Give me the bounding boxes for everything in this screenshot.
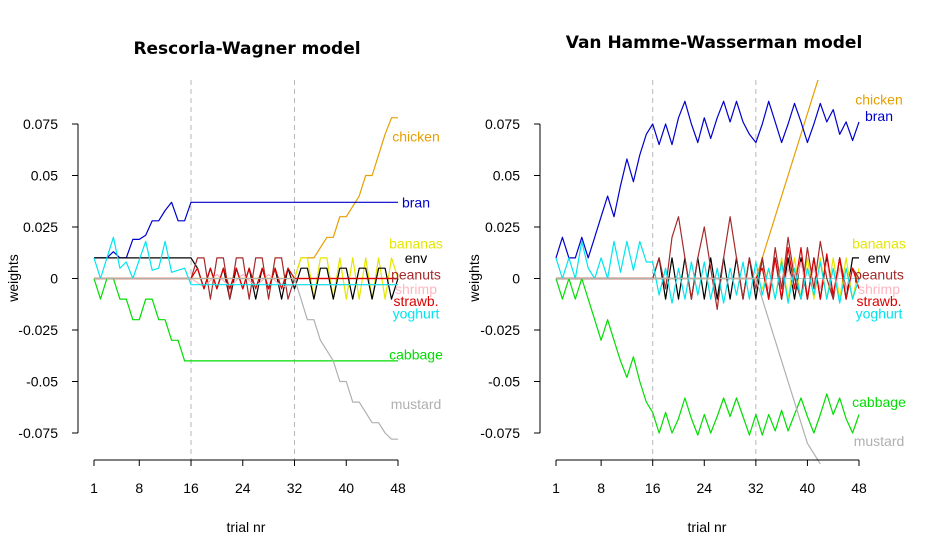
series-line-shrimp bbox=[556, 261, 860, 296]
series-label-bananas: bananas bbox=[389, 235, 443, 251]
series-label-strawb: strawb. bbox=[393, 293, 438, 309]
y-tick-label: 0.075 bbox=[23, 116, 58, 132]
series-line-chicken bbox=[556, 80, 819, 280]
y-tick-label: 0.05 bbox=[31, 168, 58, 184]
x-tick-label: 48 bbox=[390, 480, 406, 496]
series-label-chicken: chicken bbox=[392, 128, 439, 144]
y-tick-label: 0.025 bbox=[23, 219, 58, 235]
series-line-mustard bbox=[556, 277, 821, 465]
series-line-peanuts bbox=[94, 257, 398, 300]
y-axis-title: weights bbox=[466, 254, 482, 302]
chart-title: Van Hamme-Wasserman model bbox=[566, 33, 863, 53]
y-tick-label: 0.075 bbox=[485, 116, 520, 132]
series-label-peanuts: peanuts bbox=[391, 266, 441, 282]
series-label-env: env bbox=[868, 250, 891, 266]
y-axis: 0.075 0.05 0.025 0 -0.025 -0.05 -0.075 bbox=[480, 116, 541, 441]
series-label-chicken: chicken bbox=[855, 91, 902, 107]
x-tick-label: 1 bbox=[552, 480, 560, 496]
x-tick-label: 48 bbox=[851, 480, 867, 496]
series-label-cabbage: cabbage bbox=[852, 394, 906, 410]
phase-lines bbox=[652, 80, 757, 462]
series-line-yoghurt bbox=[93, 236, 398, 286]
x-tick-label: 24 bbox=[696, 480, 712, 496]
series-label-mustard: mustard bbox=[854, 433, 905, 449]
x-tick-label: 16 bbox=[183, 480, 199, 496]
series-label-strawb: strawb. bbox=[856, 293, 901, 309]
series-line-bran bbox=[555, 100, 860, 259]
series-label-yoghurt: yoghurt bbox=[393, 306, 440, 322]
x-tick-label: 16 bbox=[645, 480, 661, 496]
x-tick-label: 8 bbox=[597, 480, 605, 496]
series-line-yoghurt bbox=[555, 240, 860, 304]
series-label-env: env bbox=[405, 250, 428, 266]
x-axis-title: trial nr bbox=[688, 519, 727, 535]
x-axis: 1 8 16 24 32 40 48 bbox=[90, 459, 406, 496]
y-tick-label: 0.025 bbox=[485, 219, 520, 235]
series-line-strawb bbox=[94, 267, 398, 290]
series-line-chicken bbox=[94, 117, 398, 280]
series-label-shrimp: shrimp bbox=[395, 281, 437, 297]
y-tick-label: -0.075 bbox=[18, 425, 58, 441]
series-label-cabbage: cabbage bbox=[389, 347, 443, 363]
y-tick-label: -0.025 bbox=[18, 322, 58, 338]
y-tick-label: -0.075 bbox=[480, 425, 520, 441]
series-line-shrimp bbox=[94, 273, 398, 288]
series-line-cabbage bbox=[555, 277, 860, 436]
x-tick-label: 32 bbox=[287, 480, 303, 496]
x-tick-label: 24 bbox=[235, 480, 251, 496]
series-lines bbox=[93, 117, 399, 440]
series-line-cabbage bbox=[93, 277, 398, 362]
series-label-bran: bran bbox=[402, 194, 430, 210]
y-tick-label: 0.05 bbox=[493, 168, 520, 184]
y-axis-title: weights bbox=[5, 254, 21, 302]
x-tick-label: 40 bbox=[800, 480, 816, 496]
x-tick-label: 1 bbox=[90, 480, 98, 496]
series-line-peanuts bbox=[556, 216, 860, 310]
chart-title: Rescorla-Wagner model bbox=[133, 39, 360, 59]
series-labels: chicken bran bananasenvpeanutsshrimpstrawb… bbox=[389, 128, 443, 412]
phase-lines bbox=[190, 80, 296, 462]
y-tick-label: -0.05 bbox=[26, 374, 58, 390]
series-label-mustard: mustard bbox=[391, 396, 442, 412]
y-axis: 0.075 0.05 0.025 0 -0.025 -0.05 -0.075 bbox=[18, 116, 79, 441]
series-lines bbox=[555, 80, 860, 465]
x-tick-label: 8 bbox=[135, 480, 143, 496]
series-label-yoghurt: yoghurt bbox=[856, 306, 903, 322]
x-axis: 1 8 16 24 32 40 48 bbox=[552, 459, 867, 496]
x-axis-title: trial nr bbox=[227, 519, 266, 535]
x-tick-label: 40 bbox=[338, 480, 354, 496]
series-label-peanuts: peanuts bbox=[854, 266, 904, 282]
y-tick-label: -0.05 bbox=[488, 374, 520, 390]
series-line-mustard bbox=[94, 277, 398, 440]
series-label-shrimp: shrimp bbox=[858, 281, 900, 297]
y-tick-label: 0 bbox=[50, 271, 58, 287]
series-line-strawb bbox=[556, 247, 860, 300]
series-label-bananas: bananas bbox=[852, 235, 906, 251]
series-label-bran: bran bbox=[865, 108, 893, 124]
y-tick-label: -0.025 bbox=[480, 322, 520, 338]
x-tick-label: 32 bbox=[748, 480, 764, 496]
y-tick-label: 0 bbox=[512, 271, 520, 287]
chart-panel-rescorla-wagner: Rescorla-Wagner model chicken bran bananas… bbox=[5, 39, 443, 535]
series-line-bran bbox=[94, 201, 398, 259]
